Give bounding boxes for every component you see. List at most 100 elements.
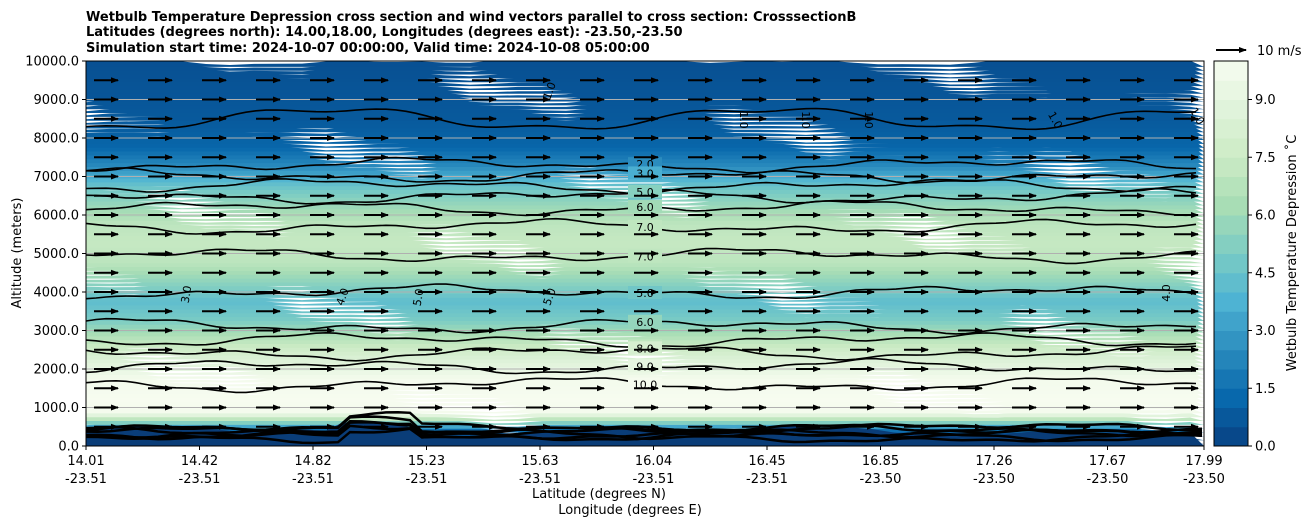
colorbar-band — [1214, 407, 1248, 428]
x-tick-label-lat: 14.42 — [181, 454, 218, 469]
x-tick-label-lon: -23.51 — [406, 472, 448, 487]
x-tick-label-lon: -23.50 — [1087, 472, 1129, 487]
inline-contour-label: 4.0 — [334, 286, 352, 307]
contour-label-bg — [628, 200, 662, 214]
y-tick-label: 7000.0 — [34, 170, 80, 185]
contour-label-bg — [628, 314, 662, 328]
contour-label: 10.0 — [633, 379, 658, 392]
colorbar-band — [1214, 176, 1248, 197]
contour-inline-labels: 1.01.0 1.0 1.0 1.03.0 4.0 5.0 5.0 4.01.0 — [179, 80, 1204, 307]
colorbar-band — [1214, 80, 1248, 100]
y-axis-label: Altitude (meters) — [10, 198, 25, 309]
inline-contour-label: 1.0 — [737, 111, 750, 129]
colorbar-band — [1214, 157, 1248, 177]
x-tick-label-lat: 14.01 — [67, 454, 104, 469]
y-tick-label: 3000.0 — [34, 324, 80, 339]
contour-label: 6.0 — [636, 201, 654, 214]
contour-label-bg — [628, 219, 662, 233]
colorbar-band — [1214, 272, 1248, 293]
y-tick-label: 1000.0 — [34, 401, 80, 416]
title-line-2: Latitudes (degrees north): 14.00,18.00, … — [86, 25, 683, 40]
contour-band — [86, 372, 1204, 383]
contour-band — [86, 183, 1204, 194]
contour-label: 5.0 — [636, 186, 654, 199]
x-tick-label-lat: 14.82 — [294, 454, 331, 469]
x-tick-label-lon: -23.51 — [519, 472, 561, 487]
y-tick-label: 5000.0 — [34, 247, 80, 262]
colorbar-band — [1214, 292, 1248, 312]
colorbar-bands — [1214, 61, 1248, 447]
colorbar-frame — [1213, 60, 1249, 447]
x-tick-label-lat: 17.26 — [975, 454, 1012, 469]
chart-title: Wetbulb Temperature Depression cross sec… — [86, 10, 856, 56]
y-tick-label: 8000.0 — [34, 132, 80, 147]
x-tick-label-lat: 15.63 — [521, 454, 558, 469]
colorbar-tick-label: 4.5 — [1255, 266, 1276, 281]
x-tick-label-lat: 16.04 — [635, 454, 672, 469]
colorbar: 0.0 1.5 3.0 4.5 6.0 7.5 9.0 Wetbulb Temperatur… — [1213, 60, 1300, 455]
contour-label: 6.0 — [636, 316, 654, 329]
wind-vectors — [94, 77, 1199, 430]
colorbar-label: Wetbulb Temperature Depression ˚C — [1284, 135, 1300, 372]
inline-contour-label: 1.0 — [862, 111, 875, 129]
plot-area: 2.03.04.05.06.07.07.05.06.07.08.09.010.0… — [85, 60, 1205, 447]
colorbar-band — [1214, 349, 1248, 370]
colorbar-band — [1214, 369, 1248, 389]
colorbar-band — [1214, 215, 1248, 235]
colorbar-band — [1214, 61, 1248, 81]
inline-contour-label: 5.0 — [541, 286, 559, 307]
surface-contour — [86, 424, 1203, 443]
colorbar-band — [1214, 388, 1248, 408]
contour-band — [86, 356, 1204, 368]
x-tick-label-lon: -23.50 — [860, 472, 902, 487]
colorbar-band — [1214, 118, 1248, 139]
contour-label: 9.0 — [636, 360, 654, 373]
y-axis: 0.0 1000.0 2000.0 3000.0 4000.0 5000.0 6000.0 7… — [25, 55, 86, 455]
colorbar-band — [1214, 426, 1248, 447]
inline-contour-label: 3.0 — [179, 285, 195, 304]
y-tick-label: 9000.0 — [34, 93, 80, 108]
quiver-key: 10 m/s — [1216, 44, 1302, 59]
title-line-3: Simulation start time: 2024-10-07 00:00:… — [86, 41, 650, 56]
x-tick-label-lat: 16.85 — [862, 454, 899, 469]
inline-contour-label: 5.0 — [411, 288, 427, 307]
colorbar-band — [1214, 195, 1248, 216]
x-tick-label-lon: -23.51 — [65, 472, 107, 487]
colorbar-band — [1214, 253, 1248, 274]
x-tick-label-lat: 17.67 — [1089, 454, 1126, 469]
inline-contour-label: 1.0 — [541, 80, 559, 101]
contour-label: 7.0 — [636, 251, 654, 264]
contour-band — [86, 368, 1204, 379]
x-tick-label-lat: 16.45 — [748, 454, 785, 469]
contour-band — [86, 179, 1204, 191]
y-tick-label: 10000.0 — [25, 55, 79, 70]
colorbar-tick-label: 6.0 — [1255, 209, 1276, 224]
contour-label: 7.0 — [636, 221, 654, 234]
x-tick-label-lon: -23.51 — [746, 472, 788, 487]
colorbar-ticks: 0.0 1.5 3.0 4.5 6.0 7.5 9.0 — [1248, 93, 1276, 455]
colorbar-tick-label: 1.5 — [1255, 382, 1276, 397]
inline-contour-label: 1.0 — [799, 111, 812, 129]
contour-band — [86, 61, 1204, 67]
contour-label: 5.0 — [636, 287, 654, 300]
colorbar-tick-label: 9.0 — [1255, 93, 1276, 108]
colorbar-band — [1214, 234, 1248, 254]
colorbar-tick-label: 3.0 — [1255, 324, 1276, 339]
contour-band — [86, 364, 1204, 375]
x-tick-label-lon: -23.50 — [973, 472, 1015, 487]
x-axis: 14.01 -23.51 14.42 -23.51 14.82 -23.51 15.23 -2… — [65, 446, 1225, 487]
x-axis-label-latitude: Latitude (degrees N) — [532, 487, 666, 502]
x-axis-label-longitude: Longitude (degrees E) — [558, 503, 702, 518]
colorbar-band — [1214, 311, 1248, 331]
colorbar-band — [1214, 330, 1248, 351]
x-tick-label-lat: 17.99 — [1185, 454, 1222, 469]
colorbar-tick-label: 7.5 — [1255, 151, 1276, 166]
x-tick-label-lon: -23.51 — [292, 472, 334, 487]
colorbar-tick-label: 0.0 — [1255, 440, 1276, 455]
x-tick-label-lon: -23.50 — [1183, 472, 1225, 487]
y-tick-label: 4000.0 — [34, 286, 80, 301]
contour-band — [86, 203, 1204, 214]
surface-contour — [86, 427, 1203, 445]
contour-label: 3.0 — [636, 167, 654, 180]
y-tick-label: 6000.0 — [34, 209, 80, 224]
